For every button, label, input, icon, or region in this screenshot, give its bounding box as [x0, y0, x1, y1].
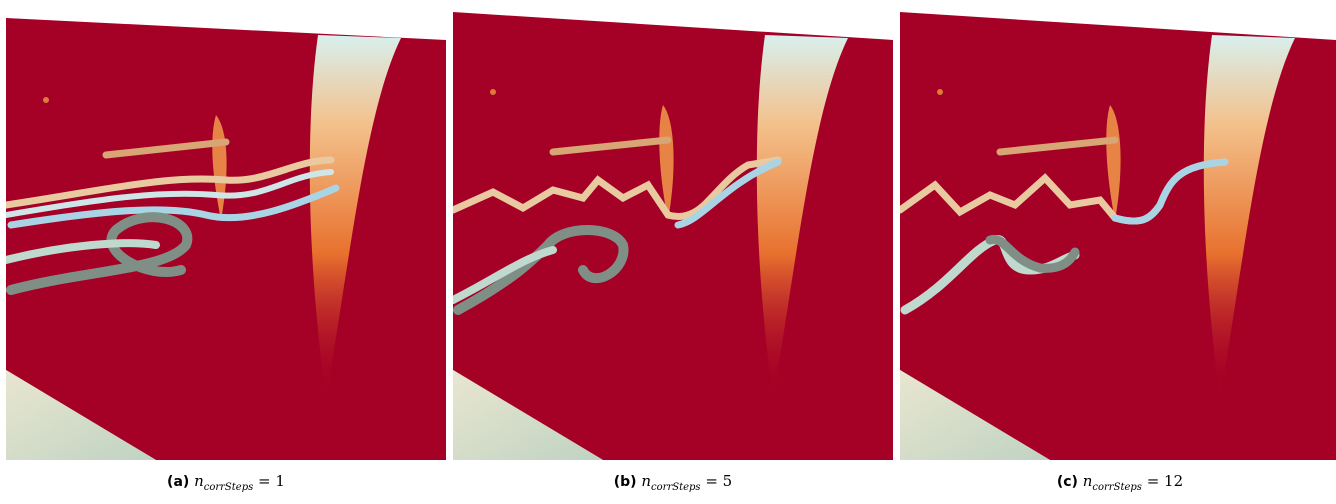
caption-c: (c) ncorrSteps = 12	[900, 472, 1336, 493]
marker	[490, 89, 496, 95]
small-plume	[659, 105, 674, 220]
caption-b: (b) ncorrSteps = 5	[453, 472, 893, 493]
panel-a	[6, 0, 446, 460]
render-image-b	[453, 0, 893, 460]
render-image-a	[6, 0, 446, 460]
caption-subscript-a: corrSteps	[203, 482, 254, 493]
trajectories	[6, 138, 340, 295]
caption-subscript-c: corrSteps	[1092, 482, 1142, 493]
panel-b	[453, 0, 893, 460]
terrain	[6, 370, 156, 460]
caption-a: (a) ncorrSteps = 1	[6, 472, 446, 493]
main-plume	[1203, 35, 1295, 400]
main-plume	[756, 35, 848, 400]
main-plume	[309, 35, 401, 400]
caption-symbol-a: n	[194, 472, 204, 490]
caption-relation-a: = 1	[258, 472, 285, 490]
caption-label-c: (c)	[1056, 474, 1078, 490]
terrain	[453, 370, 603, 460]
trajectories	[900, 136, 1229, 315]
small-plume	[1106, 105, 1121, 220]
caption-relation-b: = 5	[705, 472, 733, 490]
marker	[937, 89, 943, 95]
marker	[43, 97, 49, 103]
caption-label-b: (b)	[613, 474, 637, 490]
caption-label-a: (a)	[167, 474, 190, 490]
terrain	[900, 370, 1050, 460]
caption-symbol-b: n	[641, 472, 652, 490]
caption-symbol-c: n	[1082, 472, 1093, 490]
panel-c	[900, 0, 1336, 460]
render-image-c	[900, 0, 1336, 460]
caption-relation-c: = 12	[1146, 472, 1184, 490]
trajectories	[453, 136, 782, 315]
caption-subscript-b: corrSteps	[651, 482, 701, 493]
